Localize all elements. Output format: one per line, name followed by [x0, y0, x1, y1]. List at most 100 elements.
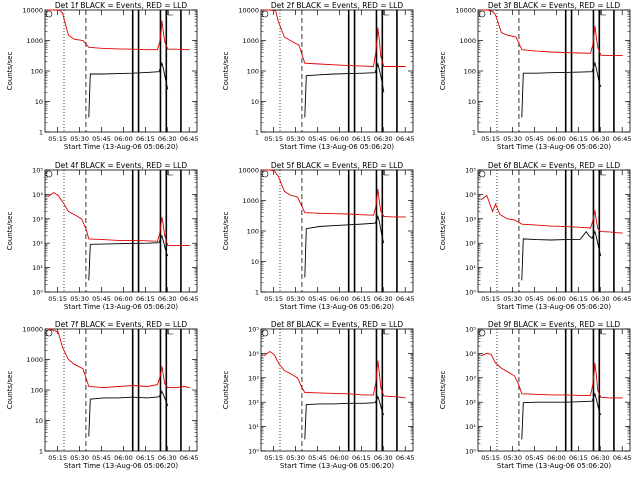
corner-marker	[384, 170, 390, 176]
x-tick-label: 06:45	[613, 295, 632, 303]
x-tick-label: 06:30	[158, 135, 177, 143]
corner-marker	[384, 329, 390, 335]
y-tick-label: 10⁰	[465, 448, 476, 456]
y-axis-label: Counts/sec	[439, 212, 447, 251]
y-tick-label: 1	[255, 129, 259, 137]
x-axis-label: Start Time (13-Aug-06 05:06:20)	[64, 303, 178, 311]
x-tick-label: 06:00	[547, 454, 566, 462]
y-axis-label: Counts/sec	[439, 52, 447, 91]
y-tick-label: 100	[247, 68, 259, 76]
chart-title: Det 9f BLACK = Events, RED = LLD	[488, 320, 621, 329]
y-tick-label: 10¹	[32, 264, 43, 272]
x-tick-label: 06:30	[158, 454, 177, 462]
x-tick-label: 06:45	[613, 135, 632, 143]
plot-frame	[44, 9, 198, 133]
x-tick-label: 06:30	[158, 295, 177, 303]
events-series-line	[88, 390, 169, 437]
x-axis-label: Start Time (13-Aug-06 05:06:20)	[280, 143, 394, 151]
chart-title: Det 5f BLACK = Events, RED = LLD	[271, 161, 404, 170]
y-tick-label: 10⁰	[248, 448, 259, 456]
x-tick-label: 06:00	[547, 295, 566, 303]
x-tick-label: 06:15	[569, 135, 588, 143]
plot-frame	[260, 9, 414, 133]
y-tick-label: 1	[472, 129, 476, 137]
y-tick-label: 10	[35, 417, 43, 425]
corner-marker	[601, 170, 607, 176]
y-tick-label: 10⁵	[248, 326, 259, 334]
corner-marker	[168, 329, 174, 335]
y-tick-label: 100	[31, 387, 43, 395]
x-tick-label: 06:30	[374, 295, 393, 303]
x-tick-label: 05:30	[70, 295, 89, 303]
chart-panel: Det 7f BLACK = Events, RED = LLD 1 10 100 10…	[6, 320, 199, 470]
x-axis-label: Start Time (13-Aug-06 05:06:20)	[497, 143, 611, 151]
y-tick-label: 10⁵	[465, 167, 476, 175]
x-tick-label: 06:30	[591, 454, 610, 462]
y-tick-label: 10²	[465, 240, 476, 248]
y-axis-label: Counts/sec	[6, 52, 14, 91]
y-tick-label: 1000	[242, 37, 259, 45]
x-tick-label: 05:30	[503, 135, 522, 143]
y-tick-label: 10⁰	[32, 289, 43, 297]
y-tick-label: 100	[247, 228, 259, 236]
plot-frame	[44, 169, 198, 293]
lld-series-line	[480, 9, 623, 57]
x-tick-label: 06:30	[374, 454, 393, 462]
y-tick-label: 1	[39, 448, 43, 456]
x-tick-label: 06:45	[180, 135, 199, 143]
corner-marker	[45, 170, 53, 178]
y-tick-label: 100	[31, 68, 43, 76]
x-tick-label: 05:45	[92, 135, 111, 143]
corner-marker	[478, 10, 486, 18]
lld-series-line	[47, 9, 190, 51]
y-tick-label: 10000	[455, 7, 476, 15]
y-tick-label: 10⁴	[248, 350, 259, 358]
events-series-line	[521, 62, 602, 118]
lld-series-line	[263, 9, 406, 67]
events-series-line	[304, 395, 385, 440]
x-tick-label: 05:15	[264, 135, 283, 143]
y-tick-label: 1000	[459, 37, 476, 45]
x-tick-label: 06:00	[330, 135, 349, 143]
x-tick-label: 06:15	[136, 135, 155, 143]
x-tick-label: 06:00	[114, 454, 133, 462]
y-tick-label: 10²	[465, 399, 476, 407]
x-tick-label: 05:15	[264, 295, 283, 303]
plot-frame	[477, 169, 631, 293]
plot-frame	[260, 328, 414, 452]
y-axis-label: Counts/sec	[222, 52, 230, 91]
x-tick-label: 06:00	[547, 135, 566, 143]
x-tick-label: 06:15	[136, 295, 155, 303]
chart-title: Det 1f BLACK = Events, RED = LLD	[55, 1, 188, 10]
chart-panel: Det 5f BLACK = Events, RED = LLD 1 10 100 10…	[222, 161, 415, 311]
x-axis-label: Start Time (13-Aug-06 05:06:20)	[280, 303, 394, 311]
x-tick-label: 05:45	[525, 295, 544, 303]
y-tick-label: 1000	[26, 356, 43, 364]
x-tick-label: 06:30	[591, 295, 610, 303]
events-series-line	[304, 214, 385, 278]
lld-series-line	[47, 191, 190, 247]
x-tick-label: 06:45	[396, 135, 415, 143]
lld-series-line	[480, 194, 623, 234]
corner-marker	[168, 170, 174, 176]
chart-title: Det 3f BLACK = Events, RED = LLD	[488, 1, 621, 10]
y-tick-label: 10⁵	[465, 326, 476, 334]
x-axis-label: Start Time (13-Aug-06 05:06:20)	[497, 303, 611, 311]
y-tick-label: 10⁴	[32, 191, 43, 199]
y-tick-label: 10	[35, 98, 43, 106]
x-tick-label: 05:45	[308, 135, 327, 143]
x-tick-label: 05:45	[525, 135, 544, 143]
y-tick-label: 1	[39, 129, 43, 137]
x-tick-label: 05:30	[503, 295, 522, 303]
y-axis-label: Counts/sec	[222, 371, 230, 410]
events-series-line	[521, 392, 602, 440]
plot-frame	[44, 328, 198, 452]
lld-series-line	[263, 169, 406, 218]
y-tick-label: 10	[468, 98, 476, 106]
x-axis-label: Start Time (13-Aug-06 05:06:20)	[64, 462, 178, 470]
chart-title: Det 6f BLACK = Events, RED = LLD	[488, 161, 621, 170]
x-tick-label: 06:45	[180, 454, 199, 462]
y-tick-label: 100	[464, 68, 476, 76]
chart-title: Det 4f BLACK = Events, RED = LLD	[55, 161, 188, 170]
